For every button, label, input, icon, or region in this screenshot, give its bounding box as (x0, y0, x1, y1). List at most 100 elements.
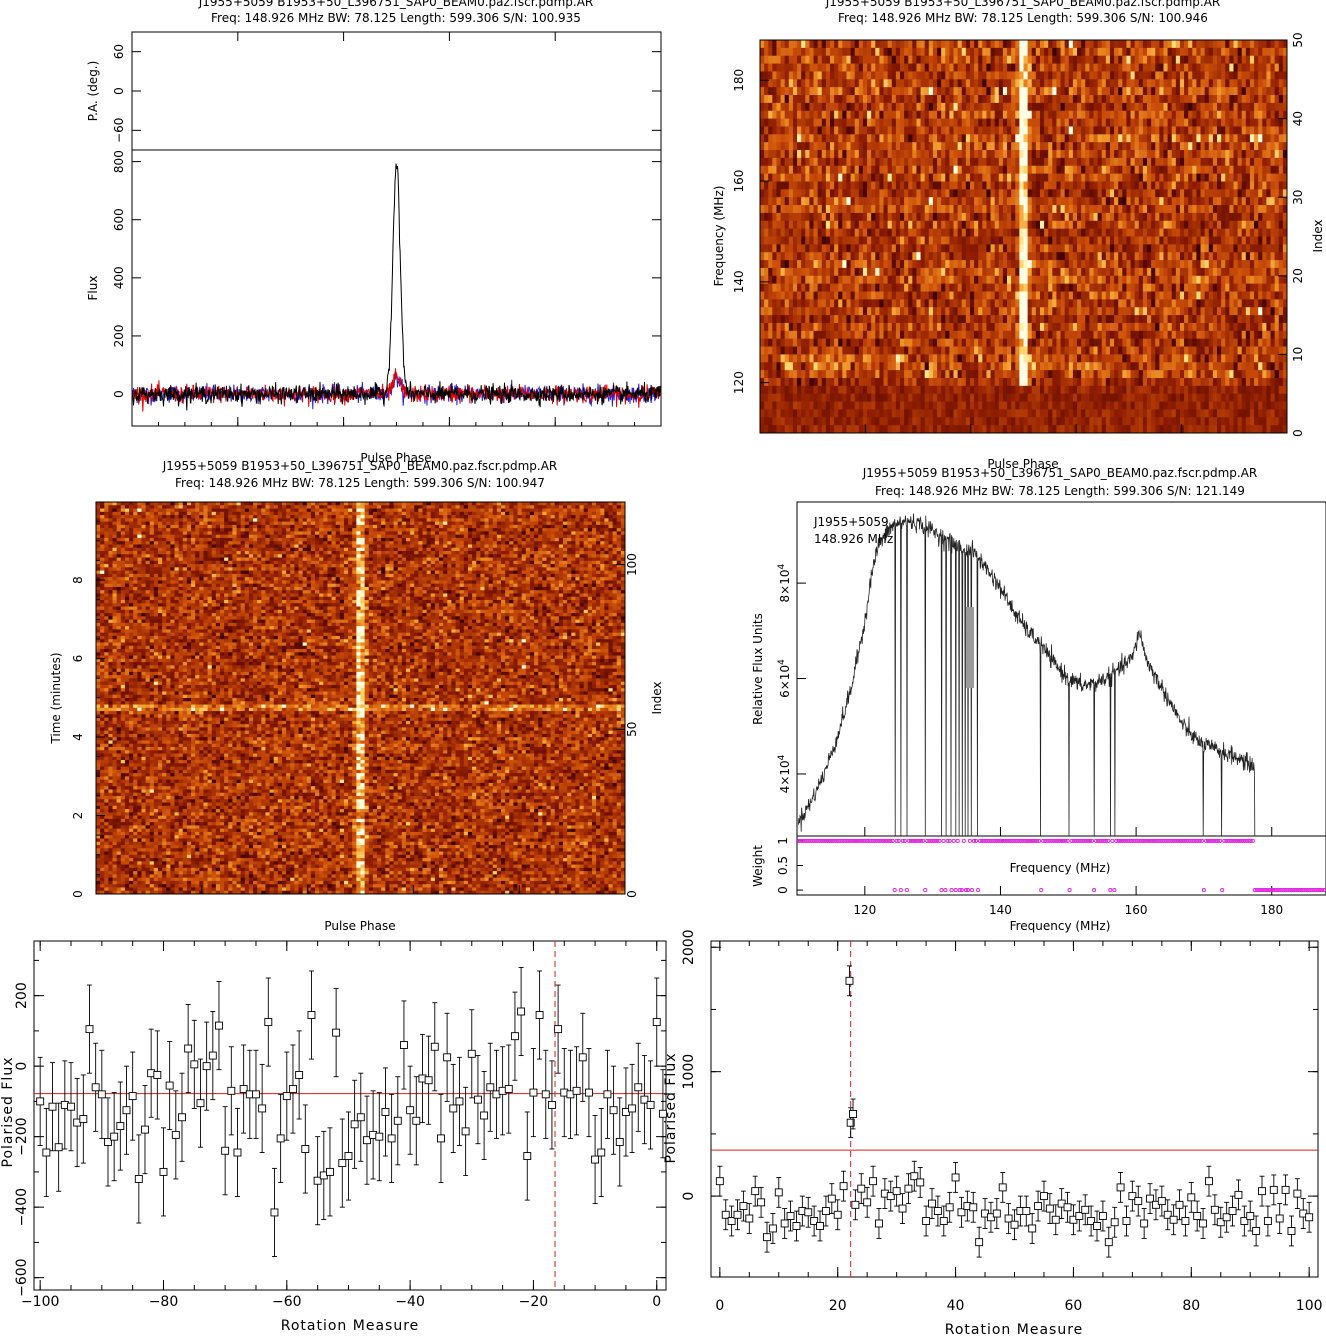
freq-map-cell (925, 158, 930, 166)
freq-map-cell (768, 205, 773, 213)
freq-map-cell (1011, 126, 1016, 134)
freq-map-cell (974, 339, 979, 347)
freq-map-cell (1040, 103, 1045, 111)
freq-map-cell (768, 166, 773, 174)
freq-map-cell (1118, 119, 1123, 127)
freq-map-cell (1093, 56, 1098, 64)
freq-map-cell (1254, 79, 1259, 87)
freq-map-cell (1205, 331, 1210, 339)
freq-map-cell (855, 64, 860, 72)
freq-map-cell (1250, 307, 1255, 315)
freq-map-cell (1019, 71, 1024, 79)
freq-map-cell (1048, 244, 1053, 252)
freq-map-cell (830, 189, 835, 197)
freq-map-cell (1040, 181, 1045, 189)
freq-map-cell (1188, 126, 1193, 134)
freq-map-cell (1011, 252, 1016, 260)
freq-map-cell (1176, 166, 1181, 174)
freq-map-cell (1254, 134, 1259, 142)
freq-map-cell (1085, 307, 1090, 315)
freq-map-cell (830, 276, 835, 284)
freq-map-cell (970, 119, 975, 127)
freq-map-cell (1229, 166, 1234, 174)
freq-map-cell (1180, 56, 1185, 64)
freq-map-cell (999, 40, 1004, 48)
freq-map-cell (1081, 331, 1086, 339)
freq-map-cell (814, 71, 819, 79)
freq-map-cell (1238, 307, 1243, 315)
freq-map-cell (793, 158, 798, 166)
freq-map-cell (1081, 174, 1086, 182)
freq-map-cell (1180, 40, 1185, 48)
freq-map-cell (809, 268, 814, 276)
freq-map-cell (1155, 307, 1160, 315)
freq-map-cell (1098, 56, 1103, 64)
freq-map-cell (846, 323, 851, 331)
freq-map-cell (809, 103, 814, 111)
freq-map-cell (1036, 197, 1041, 205)
freq-map-cell (814, 95, 819, 103)
freq-map-cell (1233, 331, 1238, 339)
freq-map-cell (859, 244, 864, 252)
freq-map-cell (1221, 166, 1226, 174)
freq-map-cell (1069, 64, 1074, 72)
freq-map-cell (772, 299, 777, 307)
freq-map-cell (1048, 71, 1053, 79)
freq-map-cell (1172, 307, 1177, 315)
freq-map-cell (797, 339, 802, 347)
freq-map-cell (945, 315, 950, 323)
freq-map-cell (834, 244, 839, 252)
freq-map-cell (896, 189, 901, 197)
freq-map-cell (867, 71, 872, 79)
freq-map-cell (1188, 189, 1193, 197)
freq-map-cell (814, 268, 819, 276)
freq-map-cell (875, 150, 880, 158)
freq-map-cell (958, 205, 963, 213)
freq-map-cell (1056, 48, 1061, 56)
freq-map-cell (1044, 331, 1049, 339)
freq-map-cell (1151, 103, 1156, 111)
freq-map-cell (1159, 292, 1164, 300)
freq-map-cell (1262, 260, 1267, 268)
freq-map-cell (834, 142, 839, 150)
freq-map-cell (846, 268, 851, 276)
freq-map-cell (764, 315, 769, 323)
freq-map-cell (1213, 307, 1218, 315)
freq-map-cell (1102, 189, 1107, 197)
freq-map-cell (937, 339, 942, 347)
freq-map-cell (933, 71, 938, 79)
freq-map-cell (1143, 56, 1148, 64)
freq-map-cell (896, 40, 901, 48)
freq-map-cell (966, 205, 971, 213)
freq-map-cell (871, 284, 876, 292)
freq-map-cell (801, 276, 806, 284)
freq-map-cell (1131, 87, 1136, 95)
freq-map-cell (1151, 111, 1156, 119)
freq-map-cell (1279, 276, 1284, 284)
freq-map-cell (1209, 119, 1214, 127)
freq-map-cell (1188, 260, 1193, 268)
freq-map-cell (1131, 150, 1136, 158)
freq-map-cell (1003, 292, 1008, 300)
freq-map-cell (838, 40, 843, 48)
freq-map-cell (1180, 276, 1185, 284)
freq-map-cell (793, 331, 798, 339)
freq-map-cell (1073, 205, 1078, 213)
freq-map-cell (991, 119, 996, 127)
freq-map-cell (978, 103, 983, 111)
freq-map-cell (900, 174, 905, 182)
freq-map-cell (768, 276, 773, 284)
freq-map-cell (809, 260, 814, 268)
freq-map-cell (867, 166, 872, 174)
freq-map-cell (1024, 166, 1029, 174)
freq-map-cell (949, 213, 954, 221)
freq-map-cell (1192, 87, 1197, 95)
freq-map-cell (863, 315, 868, 323)
freq-map-cell (896, 237, 901, 245)
freq-map-cell (1163, 284, 1168, 292)
freq-map-cell (1246, 307, 1251, 315)
freq-map-cell (1155, 315, 1160, 323)
freq-map-cell (1073, 268, 1078, 276)
freq-map-cell (1184, 213, 1189, 221)
freq-map-cell (1073, 56, 1078, 64)
